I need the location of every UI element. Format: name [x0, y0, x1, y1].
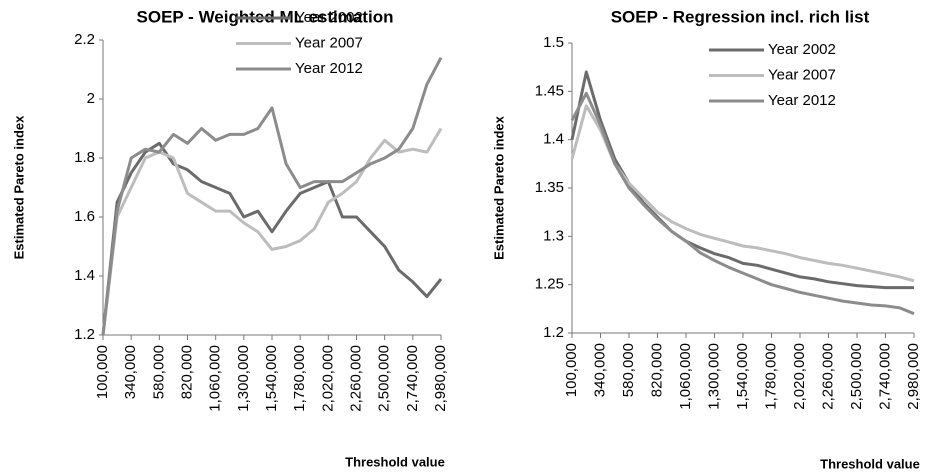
x-tick-label: 1,300,000 [705, 343, 722, 410]
y-tick-label: 1.2 [74, 326, 95, 343]
x-tick-label: 1,060,000 [207, 345, 224, 412]
x-axis-label: Threshold value [820, 456, 920, 471]
y-tick-label: 2 [87, 90, 95, 107]
x-tick-label: 1,300,000 [235, 345, 252, 412]
y-tick-label: 1.5 [543, 34, 564, 51]
x-tick-label: 2,980,000 [905, 343, 922, 410]
x-tick-label: 820,000 [648, 343, 665, 397]
legend-item: Year 2012 [236, 60, 363, 77]
x-tick-label: 2,260,000 [347, 345, 364, 412]
x-tick-label: 1,540,000 [734, 343, 751, 410]
y-tick-label: 1.4 [74, 267, 95, 284]
legend-label: Year 2007 [768, 66, 836, 83]
legend-item: Year 2007 [236, 34, 363, 51]
y-tick-label: 1.3 [543, 227, 564, 244]
legend-label: Year 2012 [768, 92, 836, 109]
x-tick-label: 2,260,000 [819, 343, 836, 410]
x-tick-label: 1,540,000 [263, 345, 280, 412]
y-tick-label: 1.2 [543, 324, 564, 341]
y-axis-label: Estimated Pareto index [491, 115, 506, 260]
legend-label: Year 2007 [295, 34, 363, 51]
y-tick-label: 1.45 [535, 82, 564, 99]
x-tick-label: 1,780,000 [762, 343, 779, 410]
x-tick-label: 820,000 [178, 345, 195, 399]
x-tick-label: 2,740,000 [876, 343, 893, 410]
series-line [570, 104, 915, 283]
legend-item: Year 2002 [236, 9, 363, 26]
y-tick-label: 1.4 [543, 131, 564, 148]
series-line [101, 141, 443, 336]
x-tick-label: 100,000 [94, 345, 111, 399]
legend-item: Year 2007 [709, 66, 836, 83]
x-tick-label: 2,500,000 [848, 343, 865, 410]
series-line [570, 91, 915, 316]
x-tick-label: 1,060,000 [677, 343, 694, 410]
legend-item: Year 2012 [709, 92, 836, 109]
legend-label: Year 2012 [295, 60, 363, 77]
y-tick-label: 1.25 [535, 276, 564, 293]
x-tick-label: 2,740,000 [404, 345, 421, 412]
y-tick-label: 1.8 [74, 149, 95, 166]
x-tick-label: 2,980,000 [432, 345, 449, 412]
y-tick-label: 1.6 [74, 208, 95, 225]
y-tick-label: 2.2 [74, 31, 95, 48]
x-tick-label: 340,000 [591, 343, 608, 397]
y-axis-label: Estimated Pareto index [11, 115, 26, 260]
chart-title: SOEP - Regression incl. rich list [611, 7, 870, 26]
series-line [101, 56, 443, 336]
x-tick-label: 580,000 [150, 345, 167, 399]
legend-item: Year 2002 [709, 41, 836, 58]
legend-label: Year 2002 [295, 9, 363, 26]
chart-panel: SOEP - Regression incl. rich list Estimat… [491, 7, 922, 471]
x-tick-label: 2,020,000 [319, 345, 336, 412]
x-tick-label: 580,000 [620, 343, 637, 397]
legend-label: Year 2002 [768, 41, 836, 58]
x-tick-label: 2,020,000 [791, 343, 808, 410]
x-tick-label: 2,500,000 [376, 345, 393, 412]
x-tick-label: 1,780,000 [291, 345, 308, 412]
x-axis-label: Threshold value [345, 454, 445, 469]
x-tick-label: 100,000 [563, 343, 580, 397]
y-tick-label: 1.35 [535, 179, 564, 196]
x-tick-label: 340,000 [122, 345, 139, 399]
